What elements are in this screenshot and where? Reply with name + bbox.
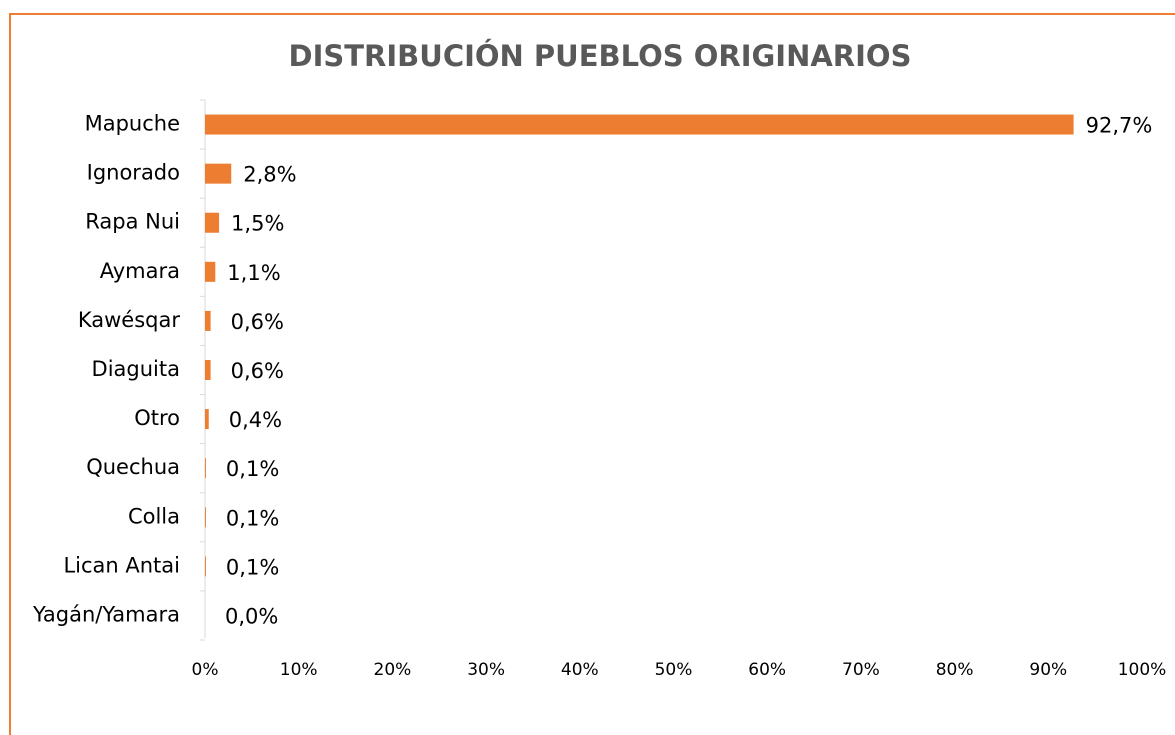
y-tick-label: Aymara xyxy=(100,259,180,283)
x-tick-label: 20% xyxy=(374,660,412,680)
y-tick-label: Yagán/Yamara xyxy=(32,602,180,626)
x-tick-label: 60% xyxy=(748,660,786,680)
y-tick-label: Otro xyxy=(134,406,180,430)
y-tick-label: Ignorado xyxy=(87,161,180,185)
y-tick-label: Quechua xyxy=(86,455,180,479)
y-tick-label: Kawésqar xyxy=(78,308,181,332)
bar xyxy=(205,163,232,184)
bar xyxy=(205,556,206,577)
x-tick-label: 70% xyxy=(842,660,880,680)
x-tick-label: 40% xyxy=(561,660,599,680)
bar xyxy=(205,507,206,528)
y-tick-label: Colla xyxy=(128,504,180,528)
value-label: 0,1% xyxy=(226,457,279,481)
bar xyxy=(205,409,209,430)
value-label: 92,7% xyxy=(1086,114,1153,138)
value-label: 1,5% xyxy=(231,212,284,236)
x-tick-label: 100% xyxy=(1118,660,1167,680)
x-tick-label: 10% xyxy=(280,660,318,680)
chart-border xyxy=(9,13,1175,735)
y-tick-label: Diaguita xyxy=(92,357,180,381)
bar xyxy=(205,310,211,331)
y-tick-label: Mapuche xyxy=(85,112,180,136)
value-label: 0,1% xyxy=(226,506,279,530)
value-label: 0,0% xyxy=(225,604,278,628)
value-label: 2,8% xyxy=(243,163,296,187)
x-tick-label: 50% xyxy=(655,660,693,680)
bar xyxy=(205,360,211,380)
y-tick-label: Rapa Nui xyxy=(85,210,180,234)
value-label: 0,6% xyxy=(231,310,284,334)
bar xyxy=(205,458,206,479)
x-tick-label: 0% xyxy=(192,660,219,680)
chart-title: DISTRIBUCIÓN PUEBLOS ORIGINARIOS xyxy=(289,39,912,73)
x-tick-label: 80% xyxy=(936,660,974,680)
y-tick-label: Lican Antai xyxy=(63,553,180,577)
value-label: 0,4% xyxy=(229,408,282,432)
value-label: 1,1% xyxy=(227,261,280,285)
value-label: 0,1% xyxy=(226,555,279,579)
value-label: 0,6% xyxy=(231,359,284,383)
bar xyxy=(205,261,216,282)
bar xyxy=(205,114,1074,135)
x-tick-label: 30% xyxy=(467,660,505,680)
bar xyxy=(205,212,220,233)
x-tick-label: 90% xyxy=(1029,660,1067,680)
